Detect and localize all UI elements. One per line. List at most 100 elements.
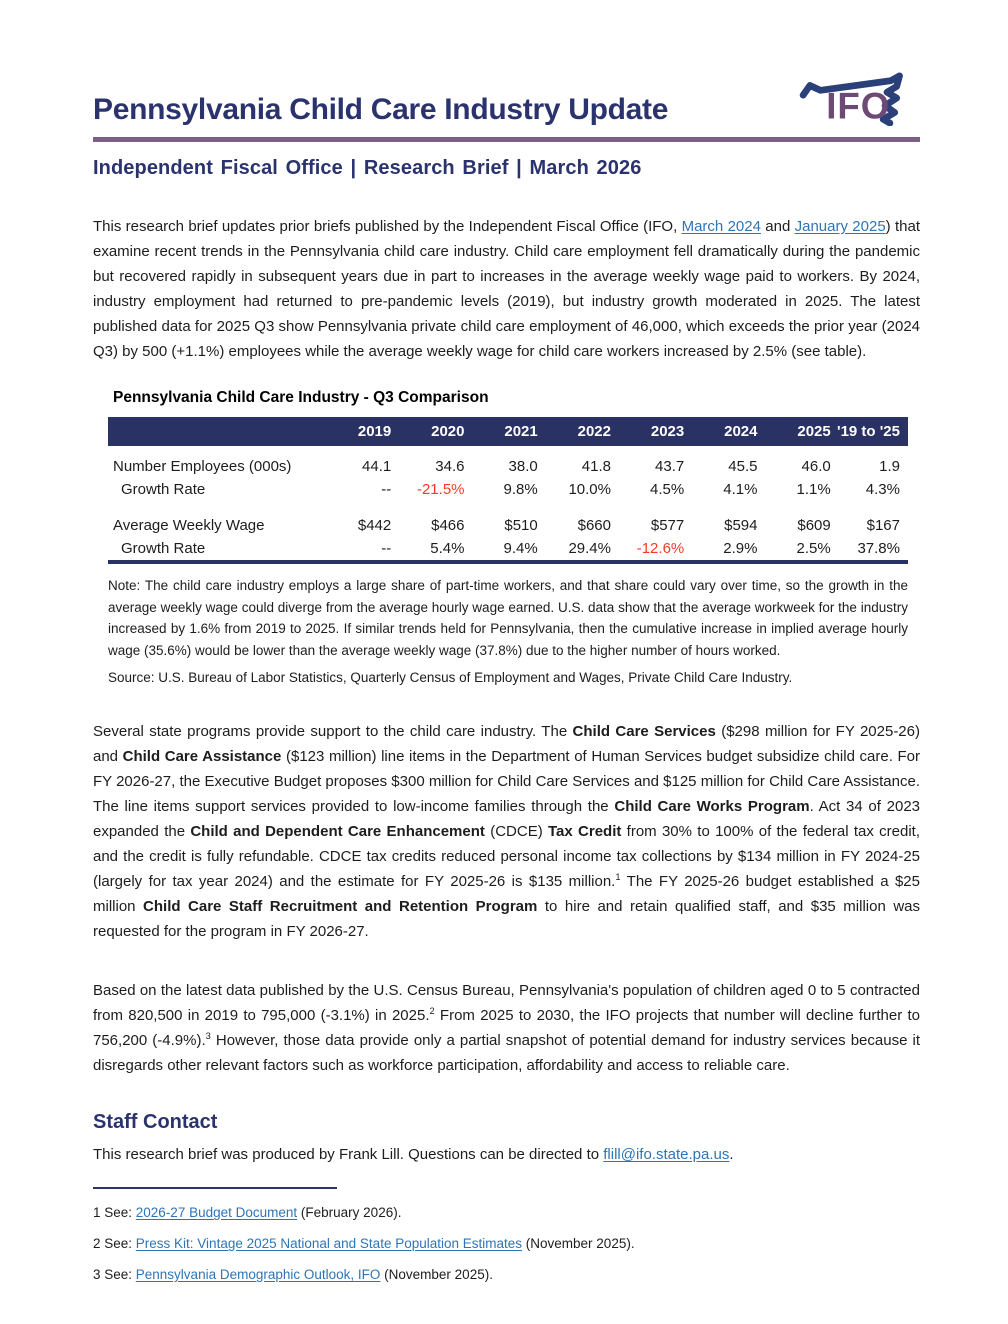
text-span: 1 See: — [93, 1205, 136, 1220]
table-col-header: 2021 — [504, 423, 538, 440]
table-cell: -21.5% — [416, 481, 465, 498]
text-span: Child Care Works Program — [614, 798, 810, 815]
table-source: Source: U.S. Bureau of Labor Statistics,… — [108, 670, 793, 685]
table-note: Note: The child care industry employs a … — [108, 578, 908, 658]
table-cell: $609 — [797, 517, 831, 534]
table-cell: -12.6% — [636, 540, 685, 557]
text-span: Child Care Staff Recruitment and Retenti… — [143, 898, 538, 915]
table-header-row: 2019 2020 2021 2022 2023 2024 2025 '19 to '25 — [108, 417, 908, 446]
link-march-2024[interactable]: March 2024 — [681, 218, 761, 235]
table-title: Pennsylvania Child Care Industry - Q3 Co… — [113, 389, 489, 406]
staff-contact-heading: Staff Contact — [93, 1111, 218, 1133]
table-cell: $660 — [577, 517, 611, 534]
table-cell: 9.4% — [503, 540, 538, 557]
table-row: Growth Rate -- 5.4% 9.4% 29.4% -12.6% 2.9% 2.5%… — [108, 537, 908, 562]
text-span: (November 2025). — [522, 1236, 635, 1251]
text-span: Child Care Assistance — [122, 748, 282, 765]
pennsylvania-outline-icon: IFO — [799, 72, 903, 127]
table-cell: 44.1 — [362, 458, 392, 475]
table-cell: 43.7 — [655, 458, 685, 475]
text-span: This research brief was produced by Fran… — [93, 1146, 604, 1163]
document-header: Pennsylvania Child Care Industry Update … — [93, 72, 920, 127]
comparison-table-block: Pennsylvania Child Care Industry - Q3 Co… — [108, 389, 908, 685]
text-span: 2 See: — [93, 1236, 136, 1251]
footnote-divider — [93, 1187, 337, 1189]
table-row: Average Weekly Wage $442 $466 $510 $660 $577 $… — [108, 514, 908, 537]
text-span: The FY 2025-26 budget established a $25 … — [93, 873, 920, 915]
text-span: ) that examine recent trends in the Penn… — [93, 218, 920, 360]
table-cell: 4.3% — [865, 481, 900, 498]
table-row-label: Growth Rate — [121, 481, 206, 498]
table-cell: $594 — [724, 517, 758, 534]
table-row-label: Number Employees (000s) — [113, 458, 292, 475]
table-row — [108, 501, 908, 514]
programs-paragraph: Several state programs provide support t… — [93, 719, 920, 944]
table-cell: 1.1% — [796, 481, 831, 498]
table-cell: 29.4% — [568, 540, 611, 557]
table-col-header: 2024 — [724, 423, 758, 440]
comparison-table: 2019 2020 2021 2022 2023 2024 2025 '19 to '25 Nu… — [108, 417, 908, 564]
page-title: Pennsylvania Child Care Industry Update — [93, 93, 669, 126]
table-cell: 37.8% — [857, 540, 900, 557]
table-col-header: 2023 — [650, 423, 685, 440]
text-span: Several state programs provide support t… — [93, 723, 573, 740]
footnote-3: 3 See: Pennsylvania Demographic Outlook,… — [93, 1267, 920, 1282]
table-cell: -- — [381, 540, 392, 557]
text-span: . Act 34 of 2023 expanded the — [93, 798, 921, 840]
text-span: . — [729, 1146, 734, 1163]
text-span: (CDCE) — [484, 823, 548, 840]
footnote-marker: 1 — [615, 872, 621, 882]
table-cell: 4.5% — [650, 481, 685, 498]
table-col-header: 2019 — [357, 423, 392, 440]
table-cell: $442 — [357, 517, 392, 534]
link-january-2025[interactable]: January 2025 — [794, 218, 886, 235]
table-cell: 45.5 — [728, 458, 758, 475]
table-cell: 2.9% — [723, 540, 758, 557]
footnote-marker: 2 — [429, 1006, 435, 1016]
table-row-label: Average Weekly Wage — [113, 517, 265, 534]
document-page: Pennsylvania Child Care Industry Update … — [93, 72, 920, 1282]
link-press-kit[interactable]: Press Kit: Vintage 2025 National and Sta… — [135, 1236, 523, 1251]
ifo-logo: IFO — [796, 72, 924, 127]
text-span: 3 See: — [93, 1267, 136, 1282]
title-divider — [93, 137, 920, 142]
text-span: to hire and retain qualified staff, and … — [93, 898, 920, 940]
table-cell: 38.0 — [508, 458, 538, 475]
text-span: from 30% to 100% of the federal tax cred… — [93, 823, 921, 890]
population-paragraph: Based on the latest data published by th… — [93, 978, 920, 1078]
link-demographic-outlook[interactable]: Pennsylvania Demographic Outlook, IFO — [135, 1267, 381, 1282]
table-row: Growth Rate -- -21.5% 9.8% 10.0% 4.5% 4.1% 1.1%… — [108, 478, 908, 501]
table-col-header: '19 to '25 — [837, 423, 900, 440]
document-subtitle: Independent Fiscal Office | Research Bri… — [93, 157, 642, 179]
table-col-header: 2020 — [431, 423, 465, 440]
text-span: Based on the latest data published by th… — [93, 982, 920, 1024]
table-cell: -- — [381, 481, 392, 498]
table-row: Number Employees (000s) 44.1 34.6 38.0 41.8 4… — [108, 446, 908, 478]
footnote-2: 2 See: Press Kit: Vintage 2025 National … — [93, 1236, 920, 1251]
table-cell: 10.0% — [568, 481, 611, 498]
table-cell: 46.0 — [801, 458, 831, 475]
table-spacer — [108, 501, 908, 514]
text-span: ($123 million) line items in the Departm… — [93, 748, 920, 815]
text-span: However, those data provide only a parti… — [93, 1032, 920, 1074]
link-budget-document[interactable]: 2026-27 Budget Document — [135, 1205, 298, 1220]
table-cell: 5.4% — [430, 540, 465, 557]
table-cell: $167 — [866, 517, 900, 534]
table-cell: 4.1% — [723, 481, 758, 498]
table-row-label: Growth Rate — [121, 540, 206, 557]
table-cell: 41.8 — [581, 458, 611, 475]
table-cell: $577 — [650, 517, 685, 534]
table-cell: $510 — [504, 517, 538, 534]
table-cell: 1.9 — [879, 458, 900, 475]
text-span: Child Care Services — [572, 723, 716, 740]
table-col-header: 2022 — [577, 423, 611, 440]
text-span: (February 2026). — [297, 1205, 402, 1220]
staff-contact-text: This research brief was produced by Fran… — [93, 1146, 920, 1163]
text-span: Child and Dependent Care Enhancement — [190, 823, 485, 840]
footnote-1: 1 See: 2026-27 Budget Document (February… — [93, 1205, 920, 1220]
footnote-marker: 3 — [205, 1031, 211, 1041]
link-email[interactable]: flill@ifo.state.pa.us — [603, 1146, 730, 1163]
text-span: and — [760, 218, 795, 235]
table-col-header — [108, 417, 322, 446]
table-cell: 34.6 — [435, 458, 465, 475]
